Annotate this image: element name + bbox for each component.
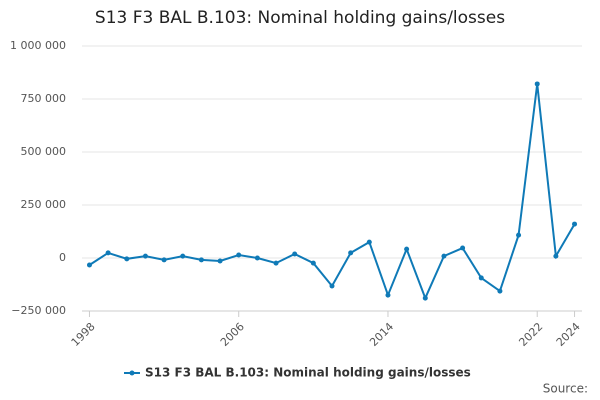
x-tick-label: 1998 xyxy=(69,320,98,349)
point xyxy=(198,257,204,263)
point xyxy=(478,275,484,281)
point xyxy=(385,292,391,298)
point xyxy=(236,252,242,258)
y-tick-label: 500 000 xyxy=(21,145,67,158)
point xyxy=(310,260,316,266)
point xyxy=(497,288,503,294)
point xyxy=(534,81,540,87)
legend-label: S13 F3 BAL B.103: Nominal holding gains/… xyxy=(145,366,471,380)
point xyxy=(161,257,167,263)
y-tick-label: 250 000 xyxy=(21,198,67,211)
point xyxy=(404,246,410,252)
source: Source: xyxy=(543,382,588,396)
point xyxy=(422,295,428,301)
chart-title: S13 F3 BAL B.103: Nominal holding gains/… xyxy=(95,8,505,28)
point xyxy=(273,260,279,266)
point xyxy=(553,253,559,259)
point xyxy=(217,258,223,264)
point xyxy=(366,239,372,245)
point xyxy=(460,245,466,251)
x-tick-label: 2022 xyxy=(516,320,545,349)
point xyxy=(348,250,354,256)
x-tick-label: 2014 xyxy=(367,320,396,349)
point xyxy=(86,262,92,268)
point xyxy=(516,232,522,238)
point xyxy=(105,250,111,256)
point xyxy=(180,253,186,259)
point xyxy=(292,251,298,257)
y-tick-label: 750 000 xyxy=(21,92,67,105)
y-tick-label: 0 xyxy=(59,251,66,264)
point xyxy=(441,253,447,259)
line xyxy=(88,83,576,301)
legend-swatch-dot xyxy=(129,370,135,376)
point xyxy=(572,221,578,227)
x-tick-label: 2006 xyxy=(218,320,247,349)
point xyxy=(254,255,260,261)
y-tick-label: −250 000 xyxy=(11,304,66,317)
x-tick-label: 2024 xyxy=(554,320,583,349)
y-tick-label: 1 000 000 xyxy=(10,39,66,52)
point xyxy=(329,283,335,289)
point xyxy=(142,253,148,259)
point xyxy=(124,256,130,262)
